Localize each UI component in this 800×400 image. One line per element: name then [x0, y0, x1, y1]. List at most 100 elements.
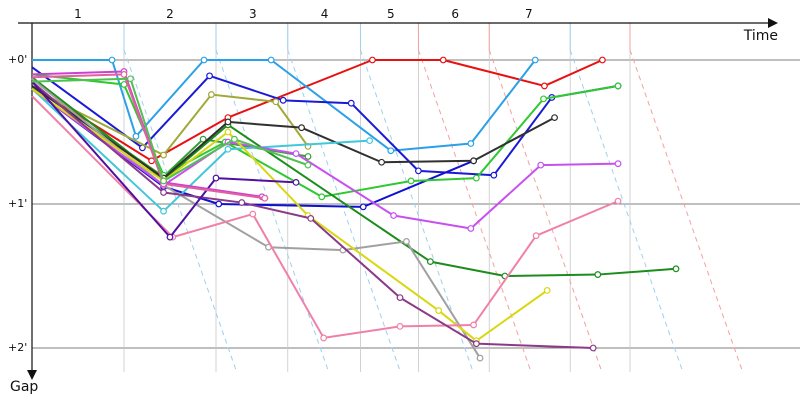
lap-label-5: 5 — [387, 7, 395, 21]
axis-layer: Time Gap — [10, 18, 778, 395]
series-1-point-7 — [531, 56, 539, 64]
lap-boundary-dashed-7 — [629, 49, 744, 373]
series-8-point-3 — [298, 124, 305, 132]
series-15-point-1 — [166, 233, 174, 241]
series-10-point-3 — [366, 137, 374, 145]
x-axis-arrow-icon — [768, 18, 778, 28]
x-axis-title: Time — [743, 28, 778, 44]
series-11-point-6 — [537, 161, 545, 169]
series-3-point-2 — [215, 200, 223, 208]
series-line-11 — [31, 87, 619, 230]
series-1-point-5 — [387, 147, 395, 155]
series-line-10 — [31, 88, 370, 213]
lap-label-3: 3 — [249, 7, 257, 21]
series-13-point-2 — [249, 210, 257, 218]
series-17-point-3 — [261, 194, 269, 202]
series-18-point-2 — [160, 177, 167, 185]
series-12-point-6 — [543, 287, 551, 294]
series-14-point-2 — [238, 199, 246, 206]
y-tick-label-2: +2' — [8, 341, 27, 354]
series-8-point-2 — [224, 118, 232, 126]
series-18-point-4 — [304, 161, 312, 169]
lap-label-7: 7 — [525, 7, 533, 21]
series-2-point-4 — [347, 99, 355, 107]
series-10-point-1 — [160, 207, 167, 215]
series-1-point-2 — [132, 132, 140, 140]
lap-label-6: 6 — [451, 7, 459, 21]
series-17-point-1 — [120, 70, 128, 78]
series-5-point-3 — [304, 153, 312, 160]
series-9-point-5 — [476, 354, 484, 362]
series-1-point-6 — [467, 140, 475, 147]
series-line-6 — [31, 73, 619, 198]
series-14-point-3 — [307, 214, 315, 222]
lap-boundary-dashed-2 — [287, 49, 401, 373]
series-11-point-7 — [614, 160, 622, 168]
series-14-point-1 — [160, 189, 167, 196]
series-6-point-4 — [318, 193, 326, 201]
series-11 — [31, 87, 622, 232]
y-tick-label-0: +0' — [8, 53, 27, 66]
series-5 — [31, 85, 312, 181]
series-8-point-4 — [378, 158, 386, 166]
series-14 — [31, 80, 597, 352]
series-13-point-6 — [532, 232, 540, 240]
series-layer — [31, 56, 680, 362]
series-7-point-6 — [672, 265, 680, 273]
series-0-point-5 — [541, 82, 548, 90]
series-10-point-2 — [224, 145, 232, 153]
lap-boundary-layer — [123, 23, 744, 373]
lap-boundary-dashed-0 — [123, 49, 238, 373]
series-15-point-3 — [292, 178, 300, 186]
series-11-point-5 — [467, 225, 475, 232]
lap-boundary-dashed-4 — [417, 49, 532, 373]
series-7-point-5 — [594, 271, 602, 278]
series-1-point-4 — [267, 56, 275, 64]
series-14-point-6 — [589, 344, 597, 352]
series-14-point-4 — [396, 294, 404, 302]
series-5-point-2 — [199, 135, 207, 143]
series-13-point-7 — [614, 197, 622, 205]
series-1-point-1 — [108, 56, 116, 64]
series-4-point-2 — [207, 91, 215, 98]
series-11-point-4 — [390, 212, 397, 219]
series-13-point-4 — [396, 323, 404, 330]
y-axis-title: Gap — [10, 379, 38, 395]
series-7-point-3 — [426, 258, 434, 266]
lap-label-1: 1 — [74, 7, 82, 21]
series-1-point-3 — [200, 56, 208, 64]
lap-boundary-dashed-6 — [569, 49, 684, 373]
series-0-point-6 — [599, 56, 606, 64]
series-2-point-5 — [415, 167, 422, 175]
series-0 — [31, 56, 606, 165]
series-18 — [31, 75, 312, 185]
grid-layer — [32, 23, 800, 372]
series-18-point-1 — [127, 75, 134, 83]
series-line-17 — [31, 73, 265, 200]
lap-boundary-dashed-3 — [359, 49, 474, 373]
series-15-point-2 — [212, 174, 220, 182]
series-6-point-8 — [614, 82, 622, 90]
series-2 — [31, 66, 622, 179]
series-3-point-3 — [359, 203, 367, 211]
y-tick-label-1: +1' — [8, 197, 27, 210]
series-12-point-4 — [435, 307, 443, 314]
series-10 — [31, 88, 374, 215]
series-2-point-2 — [206, 72, 213, 80]
series-6-point-6 — [472, 174, 480, 182]
series-6 — [31, 73, 622, 201]
lap-label-2: 2 — [166, 7, 174, 21]
series-0-point-3 — [369, 56, 376, 64]
series-13 — [31, 95, 622, 342]
series-line-15 — [31, 80, 297, 239]
series-8-point-6 — [551, 114, 558, 121]
series-4-point-3 — [272, 98, 280, 106]
series-0-point-4 — [439, 56, 447, 64]
lap-boundary-dashed-5 — [488, 49, 603, 373]
series-18-point-3 — [230, 135, 238, 143]
lap-label-layer: 1 2 3 4 5 6 7 — [74, 7, 532, 21]
y-axis-arrow-icon — [27, 370, 37, 380]
series-12-point-2 — [224, 128, 232, 136]
lap-boundary-dashed-1 — [215, 49, 330, 373]
